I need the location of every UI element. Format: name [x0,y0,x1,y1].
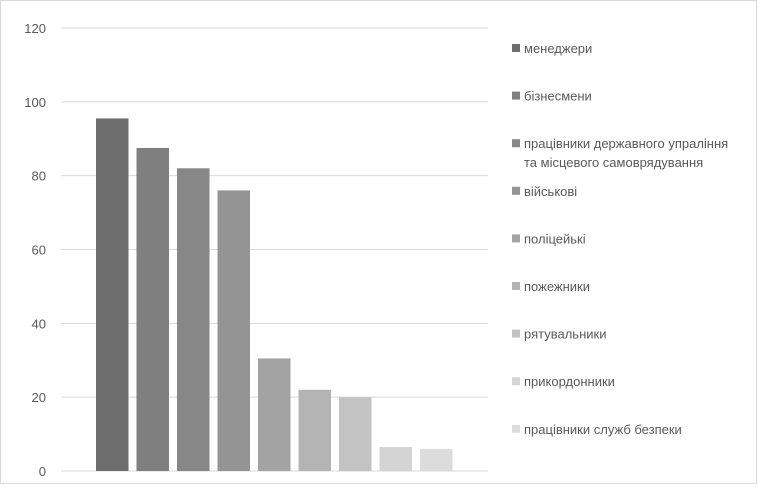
legend-swatch [512,282,520,290]
gridlines [61,27,488,472]
bar [339,397,372,471]
legend-label: бізнесмени [524,89,592,104]
legend-swatch [512,329,520,338]
legend-label: менеджери [524,41,592,56]
bar [379,447,412,471]
y-axis-tick-labels: 0 20 40 60 80 100 120 [24,21,46,479]
y-tick-label: 120 [24,21,46,36]
legend-label: військові [524,184,577,199]
y-tick-label: 60 [32,243,46,258]
y-tick-label: 80 [32,169,46,184]
legend-label: працівники служб безпеки [524,422,682,437]
bar [258,358,291,471]
bar [177,168,210,472]
legend-swatch [512,377,520,386]
legend-label: працівники державного упраління [524,136,728,151]
legend-label: пожежники [524,279,590,294]
bar [217,190,250,471]
bar [298,389,331,471]
y-tick-label: 100 [24,95,46,110]
legend-label: поліцейькі [524,231,586,246]
legend-swatch [512,186,520,195]
legend-label: та місцевого самоврядування [524,155,703,170]
legend-swatch [512,424,520,433]
legend-label: прикордонники [524,374,615,389]
bar [136,147,169,471]
legend-swatch [512,44,520,52]
legend-swatch [512,91,520,100]
y-tick-label: 0 [39,464,46,479]
legend-swatch [512,139,520,148]
legend-swatch [512,234,520,243]
y-tick-label: 20 [32,390,46,405]
legend: менеджери бізнесмени працівники державного… [512,41,728,437]
bar [420,448,453,471]
bar [96,118,129,471]
bars [96,118,453,472]
legend-label: рятувальники [524,327,606,342]
y-tick-label: 40 [32,316,46,331]
